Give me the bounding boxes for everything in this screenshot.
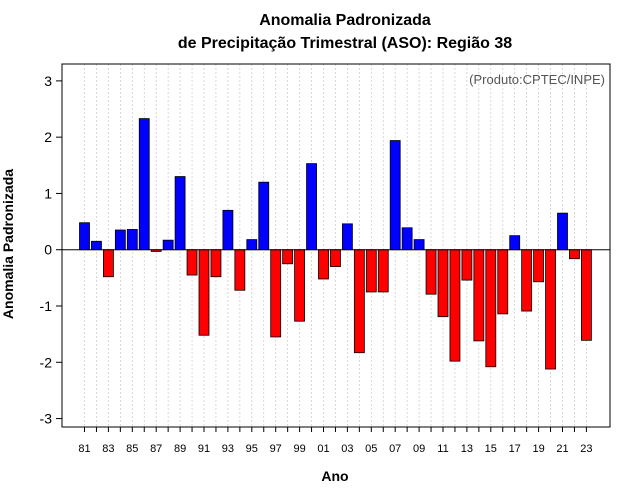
chart-title-line1: Anomalia Padronizada xyxy=(259,12,431,29)
bar-2010 xyxy=(425,249,437,295)
x-tick-label: 11 xyxy=(437,443,448,455)
bar-1985 xyxy=(126,229,138,251)
x-tick-label: 23 xyxy=(580,443,592,455)
x-tick-label: 85 xyxy=(126,443,138,455)
bar-1996 xyxy=(258,181,270,251)
x-tick-label: 95 xyxy=(246,443,258,455)
plot-frame xyxy=(61,63,611,428)
x-tick-label: 19 xyxy=(532,443,544,455)
y-tick-label: -3 xyxy=(40,411,53,427)
bar-2017 xyxy=(509,235,521,251)
bar-2002 xyxy=(330,249,341,268)
bar-1995 xyxy=(246,239,258,251)
bar-2016 xyxy=(497,249,509,315)
x-tick-label: 89 xyxy=(174,443,186,455)
chart-title-line2: de Precipitação Trimestral (ASO): Região… xyxy=(178,35,512,52)
y-tick-label: -2 xyxy=(40,354,53,370)
bar-1981 xyxy=(79,222,90,251)
bar-1984 xyxy=(114,229,126,251)
y-tick-label: 2 xyxy=(44,129,52,145)
bar-1997 xyxy=(270,249,282,338)
x-axis-title: Ano xyxy=(321,468,348,484)
x-tick-label: 05 xyxy=(365,443,377,455)
bar-1994 xyxy=(234,249,246,291)
bar-2015 xyxy=(485,249,497,368)
y-tick-label: 0 xyxy=(44,242,52,258)
y-axis-title: Anomalia Padronizada xyxy=(0,169,16,319)
bar-2020 xyxy=(545,249,556,370)
x-tick-label: 87 xyxy=(150,443,162,455)
bar-1992 xyxy=(210,249,222,278)
bar-1982 xyxy=(91,240,102,251)
bar-2011 xyxy=(437,249,449,318)
bar-2013 xyxy=(461,249,473,281)
bar-1986 xyxy=(138,118,150,251)
bar-2018 xyxy=(521,249,533,312)
bar-1983 xyxy=(103,249,114,278)
x-tick-label: 93 xyxy=(222,443,234,455)
bar-1989 xyxy=(174,176,186,251)
y-tick-label: -1 xyxy=(40,298,53,314)
x-tick-label: 13 xyxy=(461,443,473,455)
x-tick-label: 07 xyxy=(389,443,401,455)
x-tick-label: 81 xyxy=(78,443,90,455)
bar-1991 xyxy=(198,249,210,336)
bar-2000 xyxy=(306,163,317,251)
bar-2014 xyxy=(473,249,485,342)
x-tick-label: 01 xyxy=(317,443,329,455)
y-tick-label: 1 xyxy=(44,185,52,201)
y-tick-label: 3 xyxy=(44,73,52,89)
bar-2023 xyxy=(581,249,592,341)
x-axis: 81 83 85 87 89 91 93 95 97 99 01 03 05 07 09 11 13 15 17 19… xyxy=(78,427,593,455)
x-tick-label: 91 xyxy=(198,443,210,455)
bar-2012 xyxy=(449,249,461,362)
bar-2006 xyxy=(377,249,389,293)
bar-2009 xyxy=(413,239,425,251)
bar-2021 xyxy=(557,212,568,251)
bar-2022 xyxy=(569,249,580,260)
y-axis: -3 -2 -1 0 1 2 3 xyxy=(40,73,62,427)
bar-1998 xyxy=(282,249,294,265)
x-tick-label: 03 xyxy=(341,443,353,455)
bar-1988 xyxy=(162,239,174,251)
bar-1999 xyxy=(294,249,306,322)
bar-2001 xyxy=(318,249,329,280)
bar-1993 xyxy=(222,209,234,251)
bar-2007 xyxy=(389,140,401,251)
x-tick-label: 21 xyxy=(556,443,568,455)
bars xyxy=(79,118,592,370)
bar-2003 xyxy=(341,223,353,251)
bar-2004 xyxy=(353,249,365,354)
x-tick-label: 83 xyxy=(102,443,114,455)
bar-2008 xyxy=(401,227,413,251)
x-tick-label: 97 xyxy=(270,443,282,455)
credit-label: (Produto:CPTEC/INPE) xyxy=(469,72,605,87)
x-tick-label: 17 xyxy=(509,443,521,455)
bar-2019 xyxy=(533,249,544,283)
x-tick-label: 99 xyxy=(293,443,305,455)
x-tick-label: 09 xyxy=(413,443,425,455)
bar-1990 xyxy=(186,249,198,276)
bar-2005 xyxy=(365,249,377,293)
x-tick-label: 15 xyxy=(485,443,497,455)
